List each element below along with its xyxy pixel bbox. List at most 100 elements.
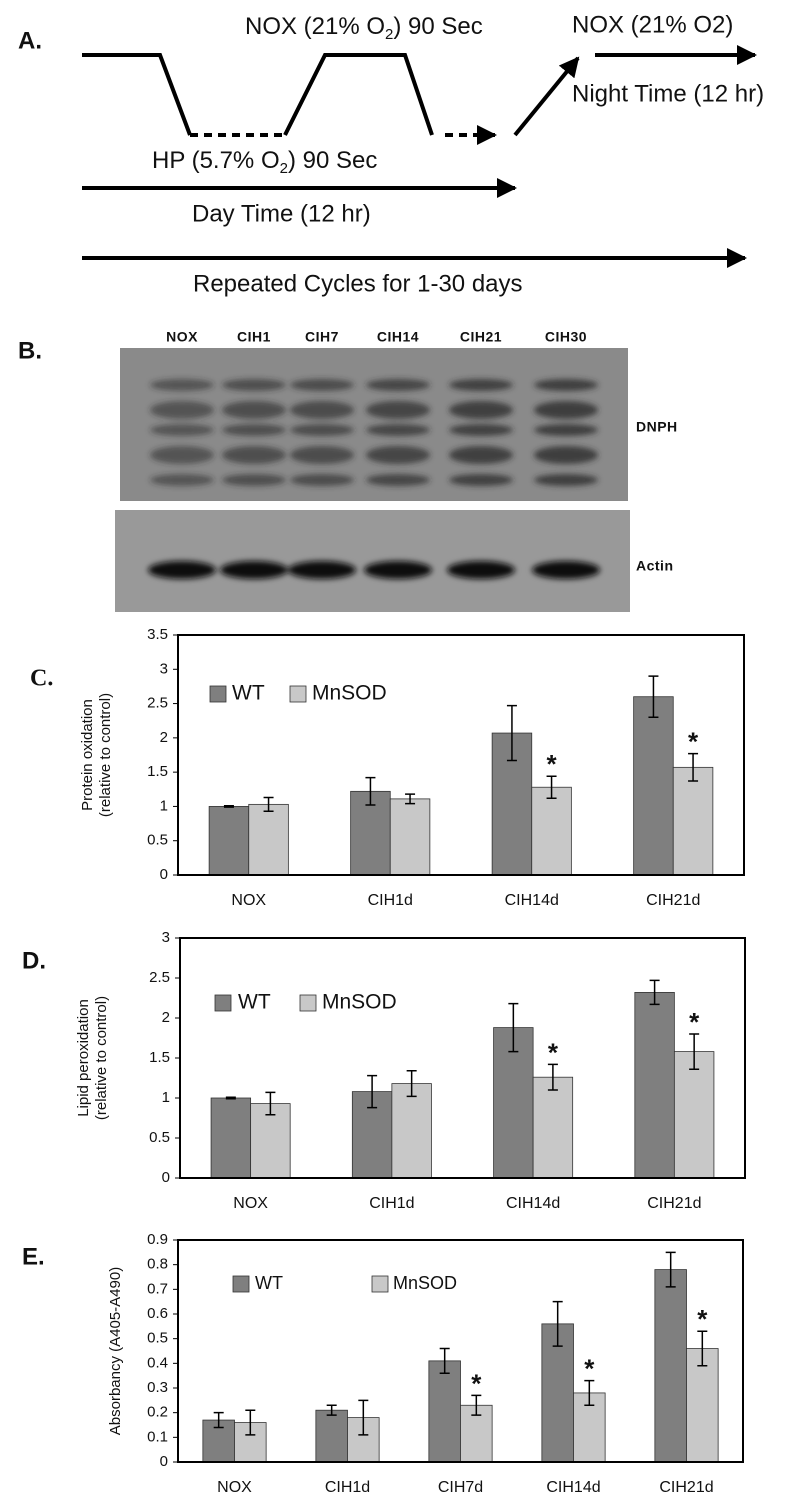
lane-label: CIH1: [237, 329, 271, 345]
y-tick-label: 2.5: [147, 695, 168, 712]
band: [364, 561, 432, 579]
y-tick-label: 2.5: [149, 969, 170, 986]
band: [366, 424, 430, 436]
y-axis-label: Lipid peroxidation: [75, 999, 92, 1117]
lane-label: NOX: [166, 329, 198, 345]
x-tick-label: NOX: [217, 1479, 252, 1496]
y-tick-label: 1.5: [149, 1049, 170, 1066]
blot-dnph: [120, 348, 628, 501]
y-tick-label: 0.2: [147, 1404, 168, 1421]
x-tick-label: NOX: [231, 892, 266, 909]
x-tick-label: CIH1d: [325, 1479, 370, 1496]
band: [290, 446, 354, 464]
band: [534, 446, 598, 464]
y-tick-label: 0.7: [147, 1280, 168, 1297]
x-tick-label: CIH7d: [438, 1479, 483, 1496]
legend-swatch: [209, 685, 227, 703]
band: [447, 561, 515, 579]
bar: [532, 1076, 574, 1179]
y-tick-label: 0: [162, 1169, 170, 1186]
bar: [531, 786, 572, 876]
legend-label: MnSOD: [393, 1273, 457, 1293]
x-tick-label: CIH1d: [369, 1195, 414, 1212]
error-bar: [365, 776, 376, 806]
band: [449, 424, 513, 436]
blot-label: DNPH: [636, 419, 678, 435]
y-tick-label: 3: [160, 660, 168, 677]
cycle-diagram: [82, 45, 757, 268]
band: [150, 446, 214, 464]
lane-label: CIH14: [377, 329, 419, 345]
band: [532, 561, 600, 579]
error-bar: [688, 752, 699, 782]
y-tick-label: 0: [160, 1453, 168, 1470]
error-bar: [665, 1251, 676, 1288]
error-bar: [546, 775, 557, 799]
x-tick-label: CIH21d: [646, 892, 700, 909]
y-tick-label: 3.5: [147, 626, 168, 643]
x-tick-label: CIH14d: [546, 1479, 600, 1496]
legend-swatch: [289, 685, 307, 703]
band: [366, 401, 430, 419]
significance-marker: *: [697, 1304, 708, 1334]
band: [449, 474, 513, 486]
x-tick-label: CIH1d: [368, 892, 413, 909]
error-bar: [506, 704, 517, 762]
error-bar: [439, 1347, 450, 1374]
hp-pulse-label: HP (5.7% O2) 90 Sec: [152, 147, 377, 177]
legend-label: WT: [232, 682, 265, 705]
y-tick-label: 1: [160, 797, 168, 814]
band: [222, 424, 286, 436]
bar: [391, 1083, 432, 1179]
x-tick-label: CIH21d: [647, 1195, 701, 1212]
error-bar: [508, 1002, 519, 1053]
plot-frame: [177, 1239, 744, 1463]
bar: [210, 1097, 252, 1179]
bar: [541, 1323, 574, 1463]
bar: [428, 1360, 461, 1463]
significance-marker: *: [548, 1037, 559, 1067]
bar: [315, 1409, 348, 1463]
error-bar: [225, 1096, 236, 1100]
y-tick-label: 2: [160, 729, 168, 746]
band: [449, 379, 513, 391]
band: [222, 446, 286, 464]
significance-marker: *: [688, 727, 699, 757]
day-time: Day Time (12 hr): [192, 200, 371, 227]
y-tick-label: 0.4: [147, 1354, 168, 1371]
text: NOX (21% O: [245, 13, 385, 40]
y-tick-label: 0.9: [147, 1231, 168, 1248]
error-bar: [649, 979, 660, 1006]
band: [290, 474, 354, 486]
panel-label: B.: [18, 337, 42, 364]
nox-pulse-label: NOX (21% O2) 90 Sec: [245, 13, 483, 43]
y-tick-label: 0.1: [147, 1428, 168, 1445]
x-tick-label: CIH14d: [506, 1195, 560, 1212]
band: [220, 561, 288, 579]
x-tick-label: CIH21d: [659, 1479, 713, 1496]
y-tick-label: 1: [162, 1089, 170, 1106]
error-bar: [245, 1409, 256, 1436]
plot-frame: [177, 634, 745, 876]
bar: [673, 1051, 715, 1179]
legend-label: MnSOD: [322, 991, 397, 1014]
y-tick-label: 1.5: [147, 763, 168, 780]
plot-frame: [179, 937, 746, 1179]
bar: [672, 766, 714, 876]
y-tick-label: 0.8: [147, 1256, 168, 1273]
error-bar: [367, 1074, 378, 1109]
error-bar: [326, 1404, 337, 1416]
y-tick-label: 0.3: [147, 1379, 168, 1396]
y-tick-label: 0.5: [147, 1330, 168, 1347]
band: [449, 401, 513, 419]
band: [290, 424, 354, 436]
error-bar: [265, 1091, 276, 1116]
blot-bands: [148, 379, 600, 579]
blot-label: Actin: [636, 558, 674, 574]
band: [150, 474, 214, 486]
band: [222, 401, 286, 419]
bar: [634, 992, 675, 1179]
band: [534, 424, 598, 436]
y-axis-label: Protein oxidation: [79, 699, 96, 811]
